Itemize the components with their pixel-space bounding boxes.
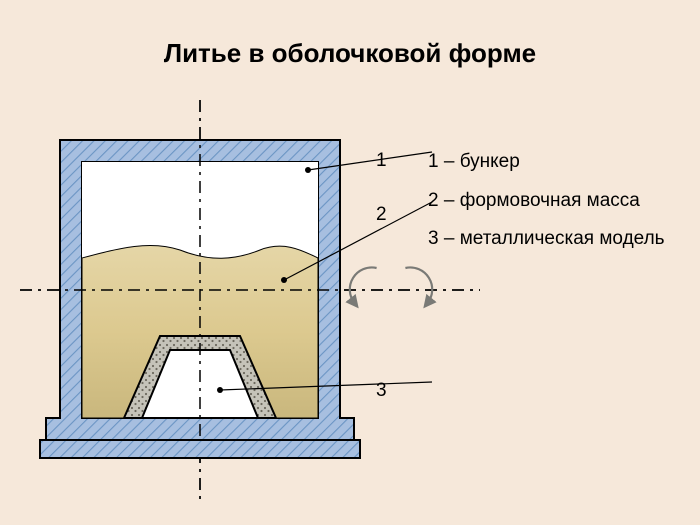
rotation-arrow-right <box>405 267 432 303</box>
rotation-arrow-left <box>350 267 377 303</box>
leader-dot-c1 <box>305 167 311 173</box>
leader-dot-c2 <box>281 277 287 283</box>
leader-dot-c3 <box>217 387 223 393</box>
diagram-svg <box>0 0 700 525</box>
diagram-group <box>20 100 480 500</box>
base-plate <box>40 440 360 458</box>
page-root: Литье в оболочковой форме 1 – бункер 2 –… <box>0 0 700 525</box>
